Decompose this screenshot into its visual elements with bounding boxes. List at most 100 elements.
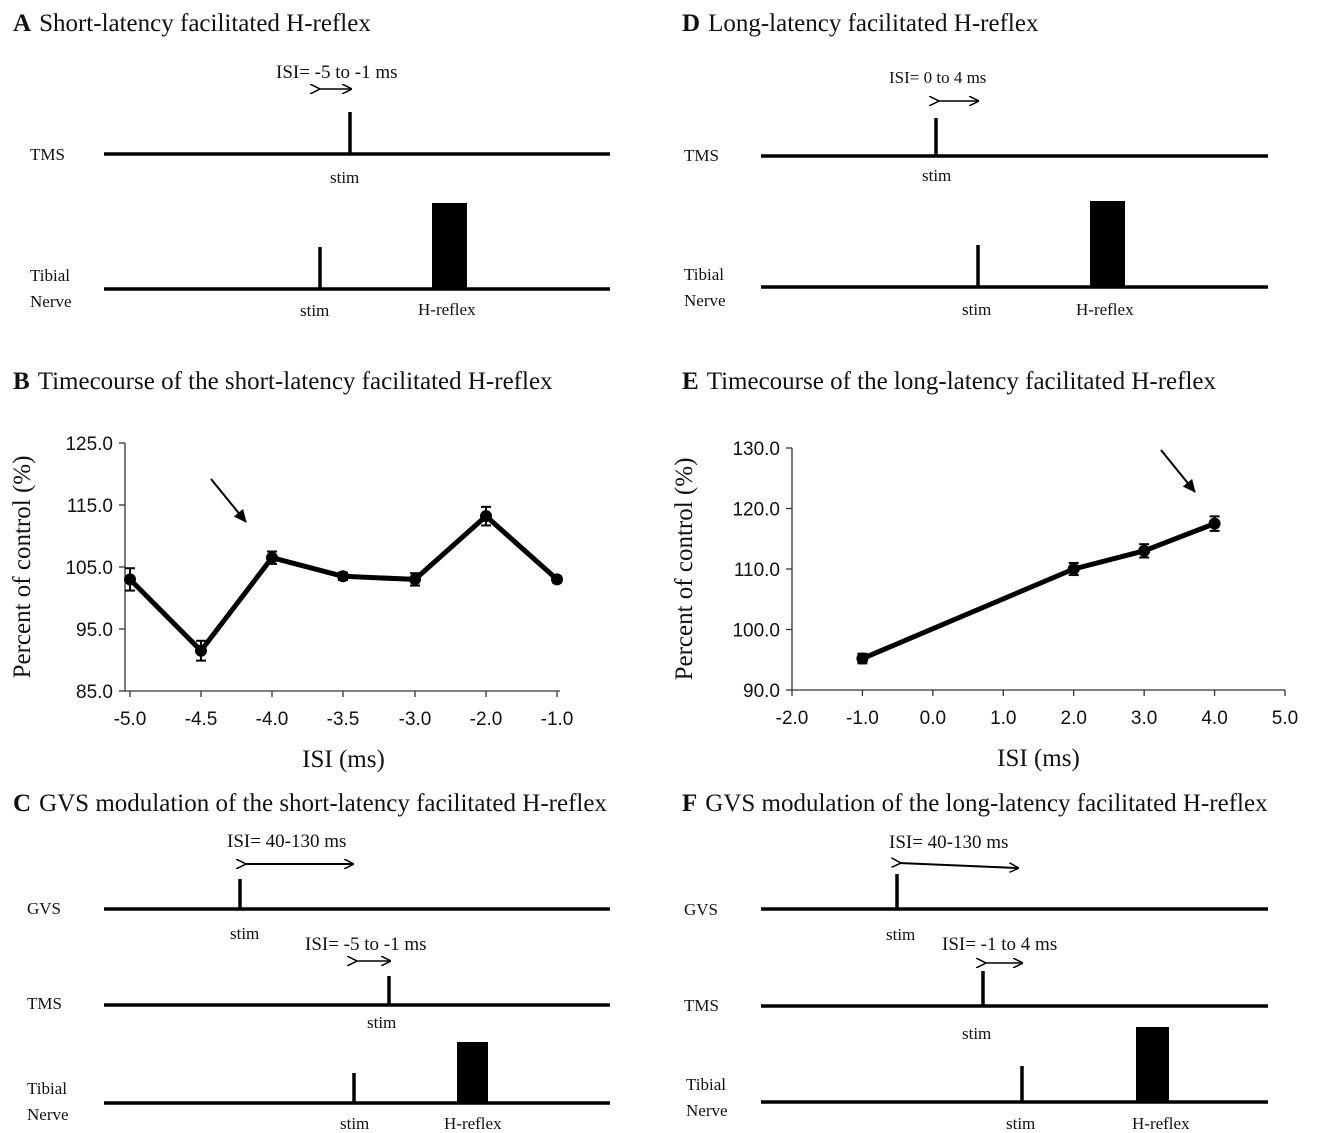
- panel-d-isi-label: ISI= 0 to 4 ms: [889, 68, 986, 87]
- panel-c-nerve-label: Nerve: [27, 1105, 69, 1124]
- chart-e-annotation-arrow: [1160, 449, 1196, 493]
- panel-a-nerve-label: Nerve: [30, 292, 72, 311]
- chart-b-x-tick-label: -4.0: [256, 709, 289, 730]
- chart-b-y-tick-label: 105.0: [65, 558, 113, 579]
- chart-e-x-tick-label: 0.0: [920, 708, 946, 729]
- panel-a-title-text: Short-latency facilitated H-reflex: [39, 10, 371, 37]
- panel-c-gvs-label: GVS: [27, 899, 61, 918]
- chart-e-series-line: [861, 521, 1216, 661]
- panel-d-nerve-label: Nerve: [684, 291, 726, 310]
- chart-e-y-tick-label: 120.0: [732, 500, 780, 521]
- chart-e-y-tick-label: 90.0: [743, 681, 780, 702]
- panel-a-tibial-label: Tibial: [30, 266, 70, 285]
- chart-e-x-tick-label: -1.0: [846, 708, 879, 729]
- chart-b-series-line: [128, 513, 559, 654]
- panel-c-letter: C: [13, 790, 31, 817]
- panel-c: C GVS modulation of the short-latency fac…: [13, 790, 610, 1133]
- chart-b-data-point: [409, 573, 421, 586]
- panel-a-h-reflex-bar: [432, 203, 467, 289]
- panel-b-title: B Timecourse of the short-latency facilit…: [13, 368, 553, 395]
- panel-b: B Timecourse of the short-latency facilit…: [9, 368, 573, 773]
- chart-b-data-point: [337, 570, 349, 583]
- panel-f-gvs-isi-arrow: [899, 863, 1017, 868]
- chart-e-x-axis-label: ISI (ms): [997, 745, 1080, 772]
- panel-f-tms-isi-label: ISI= -1 to 4 ms: [942, 934, 1057, 955]
- chart-e-data-point: [1138, 544, 1151, 557]
- panel-c-tibial-stim-label: stim: [340, 1114, 369, 1133]
- chart-e-x-tick-label: 3.0: [1131, 708, 1157, 729]
- chart-e-data-point: [1208, 517, 1221, 530]
- panel-f-gvs-stim-label: stim: [886, 925, 915, 944]
- chart-e-x-tick-label: 5.0: [1272, 708, 1298, 729]
- panel-a-tms-stim-label: stim: [330, 168, 359, 187]
- chart-b-y-tick-label: 125.0: [65, 434, 113, 455]
- chart-b-data-point: [124, 573, 136, 586]
- panel-f-tms-label: TMS: [684, 996, 719, 1015]
- panel-a: A Short-latency facilitated H-reflex ISI=…: [13, 10, 610, 320]
- panel-e-title-text: Timecourse of the long-latency facilitat…: [707, 368, 1217, 395]
- chart-e-x-tick-label: -2.0: [776, 708, 809, 729]
- chart-b-y-tick-label: 115.0: [67, 496, 113, 517]
- chart-b-y-tick-label: 85.0: [76, 682, 113, 703]
- panel-c-h-reflex-bar: [457, 1042, 488, 1103]
- panel-f: F GVS modulation of the long-latency faci…: [682, 790, 1268, 1133]
- chart-b-x-tick-label: -1.0: [541, 709, 574, 730]
- chart-b-x-tick-label: -2.0: [470, 709, 503, 730]
- panel-c-h-reflex-label: H-reflex: [444, 1114, 502, 1133]
- panel-b-title-text: Timecourse of the short-latency facilita…: [38, 368, 553, 395]
- panel-b-letter: B: [13, 368, 30, 395]
- panel-d-tms-label: TMS: [684, 146, 719, 165]
- chart-b-data-point: [480, 510, 492, 523]
- panel-d-title-text: Long-latency facilitated H-reflex: [708, 10, 1039, 37]
- panel-f-gvs-label: GVS: [684, 900, 718, 919]
- panel-f-letter: F: [682, 790, 697, 817]
- panel-c-tms-stim-label: stim: [367, 1013, 396, 1032]
- panel-f-nerve-label: Nerve: [686, 1101, 728, 1120]
- chart-e-y-tick-label: 110.0: [734, 560, 780, 581]
- chart-e-data-point: [1067, 563, 1080, 575]
- panel-a-letter: A: [13, 10, 31, 37]
- chart-b-data-point: [266, 551, 278, 564]
- panel-f-h-reflex-bar: [1136, 1027, 1169, 1102]
- chart-e-y-axis-label: Percent of control (%): [671, 458, 698, 681]
- chart-b-data-point: [551, 573, 563, 586]
- panel-e-letter: E: [682, 368, 699, 395]
- panel-f-gvs-isi-label: ISI= 40-130 ms: [889, 832, 1008, 853]
- panel-c-gvs-isi-label: ISI= 40-130 ms: [227, 831, 346, 852]
- panel-a-tibial-stim-label: stim: [300, 301, 329, 320]
- chart-b-annotation-arrow: [210, 478, 247, 523]
- panel-d-h-reflex-bar: [1090, 201, 1125, 287]
- panel-c-title: C GVS modulation of the short-latency fac…: [13, 790, 607, 817]
- panel-a-h-reflex-label: H-reflex: [418, 300, 476, 319]
- chart-e-x-tick-label: 1.0: [990, 708, 1016, 729]
- panel-f-tms-stim-label: stim: [962, 1024, 991, 1043]
- panel-a-tms-label: TMS: [30, 145, 65, 164]
- panel-d: D Long-latency facilitated H-reflex ISI= …: [682, 10, 1268, 319]
- chart-b-data-point: [195, 644, 207, 657]
- chart-e: 90.0 100.0 110.0 120.0 130.0 -2.0 -1.0 0.0 1.0 2.…: [671, 439, 1298, 772]
- chart-e-y-tick-label: 100.0: [732, 621, 780, 642]
- panel-d-title: D Long-latency facilitated H-reflex: [682, 10, 1039, 37]
- panel-d-tibial-stim-label: stim: [962, 300, 991, 319]
- panel-c-tms-label: TMS: [27, 994, 62, 1013]
- panel-e-title: E Timecourse of the long-latency facilita…: [682, 368, 1216, 395]
- chart-b-y-axis-label: Percent of control (%): [9, 456, 36, 679]
- panel-e: E Timecourse of the long-latency facilita…: [671, 368, 1298, 772]
- panel-c-gvs-stim-label: stim: [230, 924, 259, 943]
- chart-e-data-point: [856, 652, 869, 665]
- chart-e-x-tick-label: 4.0: [1201, 708, 1227, 729]
- chart-b-x-axis-label: ISI (ms): [302, 746, 385, 773]
- chart-b-x-tick-label: -5.0: [114, 709, 147, 730]
- chart-b-x-tick-label: -3.0: [399, 709, 432, 730]
- panel-d-tms-stim-label: stim: [922, 166, 951, 185]
- panel-c-tibial-label: Tibial: [27, 1079, 67, 1098]
- panel-d-h-reflex-label: H-reflex: [1076, 300, 1134, 319]
- chart-b-x-tick-label: -3.5: [327, 709, 360, 730]
- panel-a-title: A Short-latency facilitated H-reflex: [13, 10, 371, 37]
- chart-e-y-tick-label: 130.0: [732, 439, 780, 460]
- panel-d-letter: D: [682, 10, 700, 37]
- chart-b-y-tick-label: 95.0: [76, 620, 113, 641]
- panel-f-title: F GVS modulation of the long-latency faci…: [682, 790, 1268, 817]
- panel-f-tibial-label: Tibial: [686, 1075, 726, 1094]
